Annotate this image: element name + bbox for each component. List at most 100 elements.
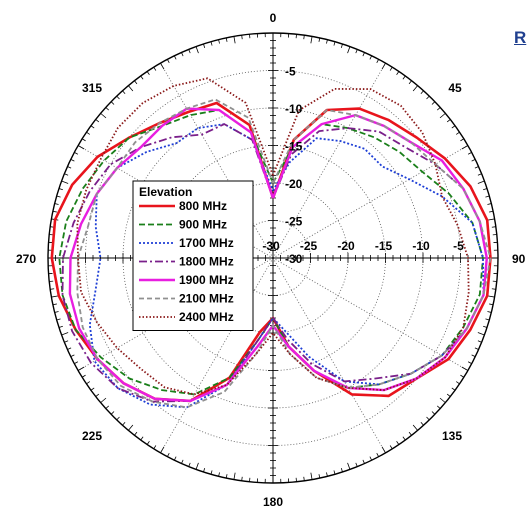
degree-tick [90, 125, 95, 129]
degree-tick [483, 325, 488, 328]
degree-tick [369, 55, 372, 60]
degree-tick [487, 203, 492, 205]
degree-tick [233, 472, 236, 480]
degree-tick [420, 421, 424, 426]
degree-tick [381, 62, 386, 70]
degree-tick [446, 393, 451, 397]
degree-tick [95, 119, 100, 123]
degree-tick [420, 90, 424, 95]
degree-tick [74, 152, 79, 155]
degree-tick [100, 113, 107, 119]
degree-tick [460, 374, 465, 378]
degree-tick [51, 295, 59, 298]
degree-tick [195, 46, 199, 54]
degree-tick [355, 49, 358, 54]
degree-tick [167, 59, 170, 64]
degree-tick [140, 75, 144, 80]
degree-tick [70, 159, 75, 162]
degree-tick [86, 381, 91, 385]
series-layer [50, 77, 492, 409]
degree-tick [303, 35, 305, 40]
degree-tick [455, 131, 460, 135]
degree-tick [402, 75, 406, 80]
legend-item: 1800 MHz [179, 255, 234, 269]
degree-tick [439, 397, 446, 403]
degree-tick [408, 431, 412, 436]
degree-tick [128, 85, 134, 92]
degree-tick [381, 446, 386, 454]
degree-tick [181, 52, 184, 57]
degree-tick [487, 295, 495, 298]
degree-tick [461, 145, 469, 150]
angle-label-315: 315 [82, 81, 102, 95]
degree-tick [483, 188, 488, 191]
degree-tick [58, 325, 63, 328]
degree-tick [64, 173, 69, 176]
degree-tick [160, 62, 165, 70]
degree-tick [218, 472, 220, 477]
degree-tick [58, 188, 63, 191]
degree-tick [153, 445, 157, 450]
degree-tick [318, 37, 321, 42]
degree-tick [485, 195, 490, 198]
degree-tick [485, 318, 490, 321]
degree-tick [116, 416, 120, 421]
degree-tick [426, 95, 430, 100]
degree-tick [362, 52, 365, 57]
radial-label-horizontal: -10 [412, 239, 430, 253]
cutoff-title-fragment: R [514, 28, 527, 47]
radial-label-vertical: -30 [285, 252, 303, 266]
legend-item: 900 MHz [179, 218, 227, 232]
degree-tick [389, 445, 393, 450]
degree-tick [134, 431, 138, 436]
degree-tick [489, 210, 494, 213]
degree-tick [160, 446, 165, 454]
degree-tick [203, 468, 206, 473]
angle-label-135: 135 [442, 429, 462, 443]
degree-tick [436, 405, 441, 409]
degree-tick [210, 41, 213, 46]
degree-tick [455, 381, 460, 385]
radial-label-vertical: -5 [285, 65, 296, 79]
degree-tick [52, 303, 57, 306]
degree-tick [67, 347, 72, 350]
degree-tick [218, 39, 220, 44]
degree-tick [225, 474, 228, 479]
degree-tick [426, 416, 430, 421]
degree-tick [86, 131, 91, 135]
degree-tick [225, 37, 228, 42]
radial-label-horizontal: -15 [375, 239, 393, 253]
radial-label-vertical: -15 [285, 140, 303, 154]
degree-tick [188, 462, 191, 467]
degree-tick [396, 440, 400, 445]
degree-tick [105, 405, 110, 409]
degree-tick [116, 95, 120, 100]
degree-tick [376, 59, 379, 64]
angle-label-270: 270 [16, 252, 36, 266]
angle-label-180: 180 [263, 495, 283, 509]
degree-tick [369, 456, 372, 461]
degree-tick [446, 119, 451, 123]
degree-tick [431, 411, 436, 415]
degree-tick [491, 226, 496, 228]
legend-item: 1700 MHz [179, 236, 234, 250]
degree-tick [333, 41, 336, 46]
radial-label-vertical: -25 [285, 215, 303, 229]
polar-grid [47, 32, 499, 484]
degree-tick [54, 311, 59, 313]
degree-tick [439, 113, 446, 119]
degree-tick [241, 35, 243, 40]
degree-tick [477, 180, 485, 184]
degree-tick [477, 340, 482, 343]
degree-tick [128, 424, 134, 431]
degree-tick [233, 36, 236, 44]
degree-tick [81, 138, 86, 142]
degree-tick [362, 459, 365, 464]
degree-tick [95, 393, 100, 397]
degree-tick [412, 85, 418, 92]
degree-tick [74, 361, 79, 364]
degree-tick [477, 173, 482, 176]
radial-label-horizontal: -20 [337, 239, 355, 253]
degree-tick [81, 374, 86, 378]
degree-tick [241, 476, 243, 481]
